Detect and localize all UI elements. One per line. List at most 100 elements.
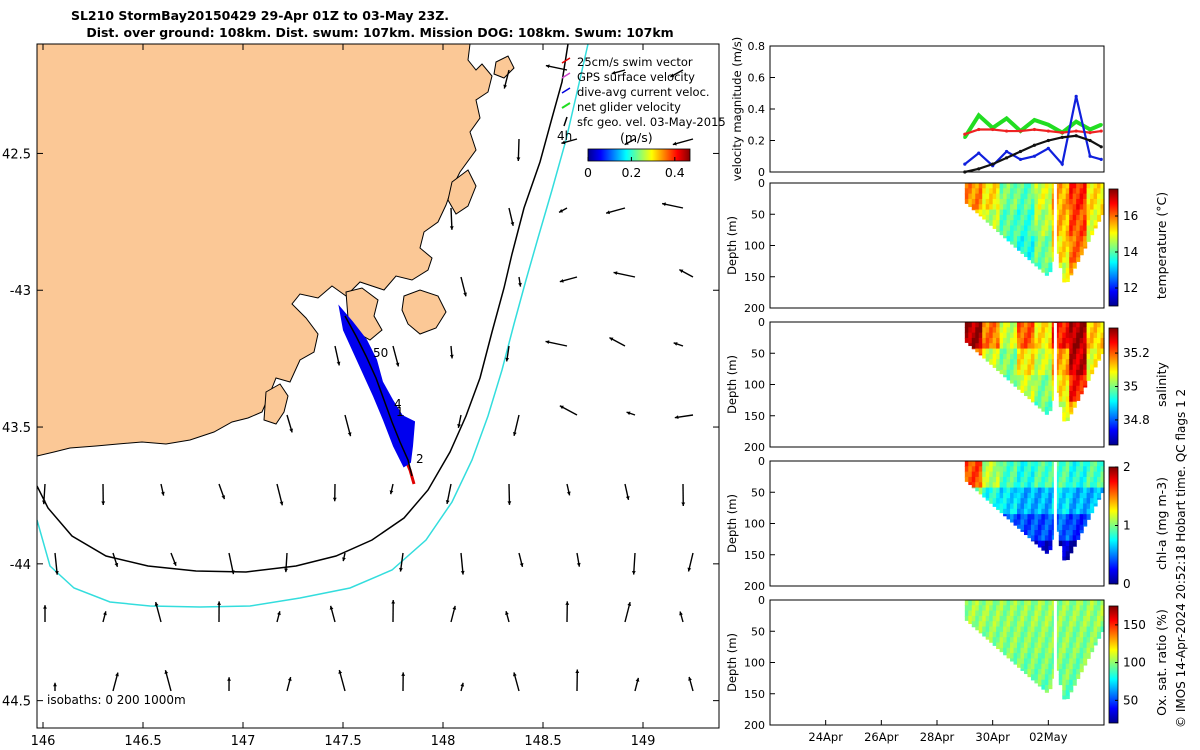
section-cell [1097, 193, 1102, 200]
section-cell [1030, 487, 1036, 494]
map-x-tick-label: 148.5 [524, 734, 561, 749]
section-cell [996, 364, 1001, 371]
section-cell [1017, 359, 1022, 366]
section-cell [1076, 246, 1081, 253]
section-cell [1051, 188, 1056, 195]
section-cell [978, 193, 983, 200]
section-cell [1055, 241, 1060, 248]
section-cell [1072, 198, 1077, 205]
section-cell [1027, 230, 1032, 237]
section-cell [1058, 332, 1063, 339]
section-cell [1006, 214, 1011, 221]
section-cell [1055, 364, 1060, 371]
section-cell [1083, 600, 1088, 606]
section-cell [985, 193, 990, 200]
section-cell [1058, 461, 1063, 467]
section-cell [1006, 353, 1011, 360]
section-cell [1090, 471, 1095, 478]
section-cell [1003, 461, 1008, 467]
bruny-island [263, 383, 289, 425]
velocity-series-point [1060, 135, 1064, 139]
section-cell [989, 322, 994, 328]
section-cell [1020, 503, 1025, 510]
section-cell [1058, 343, 1063, 350]
section-cell [1051, 663, 1056, 670]
depth-tick-label: 200 [744, 441, 765, 454]
velocity-y-tick-label: 0.8 [748, 40, 766, 53]
section-cell [1003, 605, 1008, 612]
section-cell [1010, 600, 1015, 606]
section-cell [1079, 230, 1084, 237]
section-cell [1006, 610, 1011, 617]
section-cell [978, 337, 983, 344]
velocity-arrow-head [635, 677, 640, 682]
tasmania-land [37, 44, 493, 457]
section-cell [1003, 183, 1008, 189]
section-cell [1041, 476, 1046, 483]
section-cell [1069, 209, 1074, 216]
section-cell [1034, 396, 1039, 403]
section-cell [1069, 369, 1074, 376]
section-cell [1048, 482, 1053, 489]
section-cell [1072, 600, 1077, 606]
velocity-arrow [276, 483, 284, 506]
section-cell [1083, 220, 1088, 227]
velocity-series-point [1046, 138, 1050, 143]
section-cell [1027, 600, 1032, 606]
section-cell [978, 348, 983, 355]
section-cell [964, 605, 969, 612]
section-cell [1023, 647, 1029, 654]
section-cell [1027, 647, 1032, 654]
section-cell [985, 498, 990, 501]
section-cell [1037, 337, 1042, 344]
section-cell [978, 487, 983, 494]
section-cell [1051, 391, 1056, 397]
section-cell [964, 615, 969, 621]
section-cell [1034, 322, 1039, 328]
section-cell [1072, 246, 1077, 253]
velocity-arrow-head [565, 601, 570, 605]
section-cell [1079, 359, 1084, 366]
section-cell [1058, 375, 1063, 382]
section-cell [996, 487, 1001, 494]
section-cell [1017, 322, 1022, 328]
section-cell [1013, 642, 1018, 649]
section-cell [1044, 637, 1049, 644]
velocity-arrow-head [43, 605, 47, 609]
section-cell [1065, 359, 1070, 366]
section-cell [978, 327, 983, 334]
velocity-arrow-head [115, 672, 119, 677]
section-cell [1010, 353, 1015, 360]
depth-tick-label: 50 [751, 347, 765, 360]
section-cell [975, 621, 980, 628]
section-cell [1097, 209, 1102, 216]
section-cell [1058, 647, 1063, 654]
section-cell [1013, 193, 1018, 200]
section-cell [1027, 637, 1032, 644]
section-cell [1100, 327, 1105, 334]
section-cell [1069, 348, 1074, 355]
velocity-arrow-head [559, 208, 564, 213]
section-cell [1020, 369, 1025, 376]
velocity-arrow-head [391, 600, 396, 604]
section-cell [1076, 359, 1081, 366]
time-tick-label: 26Apr [864, 730, 899, 744]
section-cell [1003, 653, 1008, 656]
section-cell [985, 461, 990, 467]
section-cell [996, 327, 1001, 334]
section-cell [1037, 669, 1042, 675]
section-cell [1013, 658, 1018, 665]
section-cell [1069, 685, 1074, 691]
section-cell [1048, 236, 1053, 243]
section-cell [1017, 461, 1022, 467]
section-cell [1044, 348, 1049, 355]
section-cell [1076, 193, 1081, 200]
section-cell [1093, 615, 1098, 622]
section-cell [1062, 220, 1067, 227]
section-cell [1010, 375, 1015, 382]
section-cell [1010, 230, 1015, 237]
section-cell [964, 476, 969, 482]
section-cell [1072, 337, 1077, 344]
section-cell [1086, 508, 1091, 515]
section-cell [1083, 503, 1088, 510]
